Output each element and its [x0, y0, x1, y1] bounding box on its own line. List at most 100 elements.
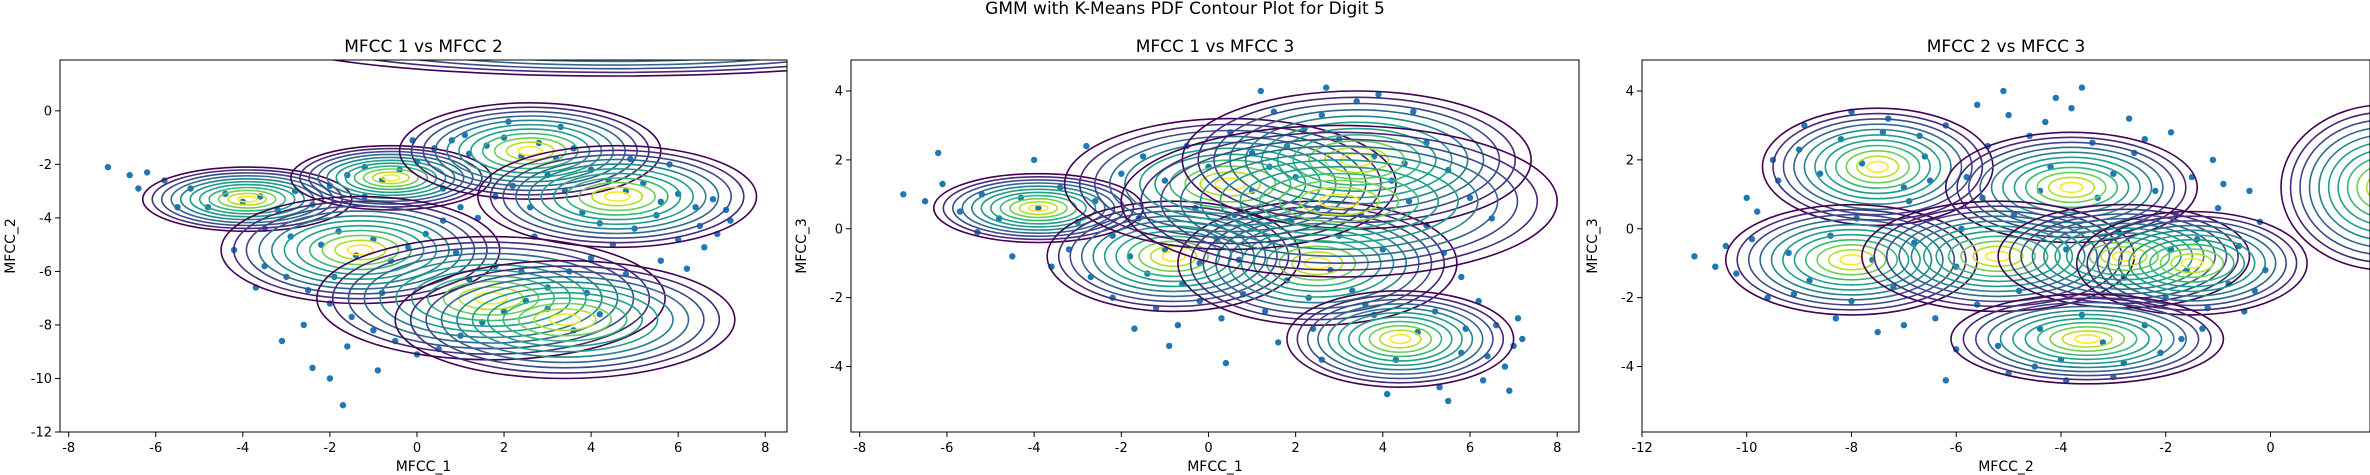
- contour-line: [1816, 243, 1887, 276]
- data-point: [1466, 194, 1474, 201]
- gmm-component-1: [1761, 107, 1994, 227]
- x-tick-label: 8: [1553, 441, 1561, 456]
- contour-line: [236, 195, 258, 203]
- data-point: [374, 367, 381, 374]
- gmm-component-4: [1063, 117, 1397, 251]
- data-point: [657, 198, 664, 205]
- contour-line: [2299, 120, 2370, 255]
- contour-line: [486, 292, 643, 348]
- data-point: [326, 375, 334, 382]
- data-point: [1222, 359, 1230, 367]
- contour-line: [1358, 320, 1443, 358]
- data-point: [587, 254, 595, 262]
- contour-line: [371, 171, 410, 185]
- contour-line: [971, 185, 1106, 231]
- data-point: [1733, 270, 1740, 277]
- contour-line: [578, 181, 657, 212]
- gmm-component-5: [1997, 203, 2251, 309]
- contour-line: [515, 158, 720, 235]
- contour-line: [1298, 186, 1380, 216]
- data-point: [956, 208, 964, 215]
- contour-line: [2100, 246, 2148, 267]
- x-tick-label: 8: [761, 441, 769, 456]
- data-point: [1974, 301, 1981, 308]
- contour-line: [208, 186, 286, 212]
- contour-line: [1160, 138, 1519, 264]
- subplot-1: -8 -6 -4 -2 0 2 4 6 8 -12 -10 -8 -6 -4 -2 0 MFCC 1 vs MF…: [3, 37, 788, 475]
- contour-line: [1063, 117, 1397, 251]
- contour-line: [412, 60, 787, 70]
- data-point: [1795, 146, 1803, 153]
- axes-frame: [1641, 59, 2370, 433]
- x-tick-label: 2: [1292, 441, 1300, 456]
- data-point: [174, 204, 181, 211]
- y-tick-label: -4: [39, 211, 52, 226]
- contour-line: [533, 308, 597, 332]
- contour-line: [2289, 112, 2370, 263]
- contour-line: [363, 252, 619, 344]
- data-point: [1436, 384, 1443, 391]
- contour-line: [489, 149, 745, 244]
- contour-line: [1306, 298, 1494, 380]
- gmm-component-2: [1945, 131, 2199, 244]
- contour-line: [2049, 325, 2126, 352]
- data-point: [1790, 291, 1798, 298]
- data-point: [701, 244, 708, 251]
- y-tick-label: -4: [1621, 360, 1634, 375]
- data-point: [1519, 335, 1526, 343]
- data-point: [1392, 356, 1400, 363]
- contour-line: [952, 179, 1125, 238]
- contour-line: [1759, 218, 1944, 301]
- data-point: [2141, 136, 2148, 143]
- contour-line: [1772, 112, 1984, 221]
- contour-line: [362, 168, 420, 188]
- data-point: [1493, 322, 1500, 329]
- contour-line: [553, 172, 682, 221]
- contour-line: [591, 186, 644, 207]
- x-tick-label: 4: [587, 441, 595, 456]
- contour-line: [1239, 165, 1440, 237]
- x-tick-label: -2: [1115, 441, 1128, 456]
- y-tick-label: -2: [1621, 291, 1634, 306]
- contour-line: [1950, 293, 2225, 385]
- data-point: [1506, 387, 1513, 394]
- contour-line: [1960, 240, 2036, 273]
- contour-line: [160, 172, 334, 227]
- contour-line: [1972, 245, 2024, 268]
- data-point: [1848, 297, 1855, 305]
- data-point: [1514, 315, 1522, 322]
- contour-line: [1179, 145, 1499, 258]
- x-axis-label: MFCC_1: [1187, 459, 1243, 475]
- data-point: [1874, 328, 1881, 336]
- contour-line: [540, 168, 695, 226]
- data-point: [1384, 390, 1391, 398]
- contour-line: [603, 191, 631, 202]
- contour-line: [1327, 307, 1474, 371]
- contour-line: [1046, 200, 1301, 313]
- contour-line: [395, 263, 587, 333]
- data-point: [921, 198, 929, 205]
- data-point: [2199, 325, 2206, 332]
- contour-line: [2280, 104, 2370, 270]
- contour-line: [1308, 140, 1406, 180]
- data-point: [1754, 208, 1761, 215]
- data-point: [1030, 156, 1038, 164]
- contour-line: [227, 192, 267, 206]
- contour-line: [2346, 159, 2370, 216]
- data-point: [1942, 377, 1950, 384]
- contour-line: [369, 60, 787, 74]
- contour-line: [2002, 156, 2141, 219]
- contour-line: [329, 60, 787, 77]
- contour-line: [1962, 297, 2212, 381]
- x-tick-label: 0: [413, 441, 421, 456]
- data-point: [370, 327, 377, 334]
- data-point: [2178, 335, 2185, 343]
- data-point: [1174, 322, 1182, 329]
- contour-line: [283, 220, 438, 281]
- contour-line: [2036, 321, 2138, 357]
- data-point: [1009, 253, 1016, 260]
- contour-line: [527, 163, 707, 230]
- plot-area: [104, 60, 787, 409]
- data-point: [1035, 204, 1042, 212]
